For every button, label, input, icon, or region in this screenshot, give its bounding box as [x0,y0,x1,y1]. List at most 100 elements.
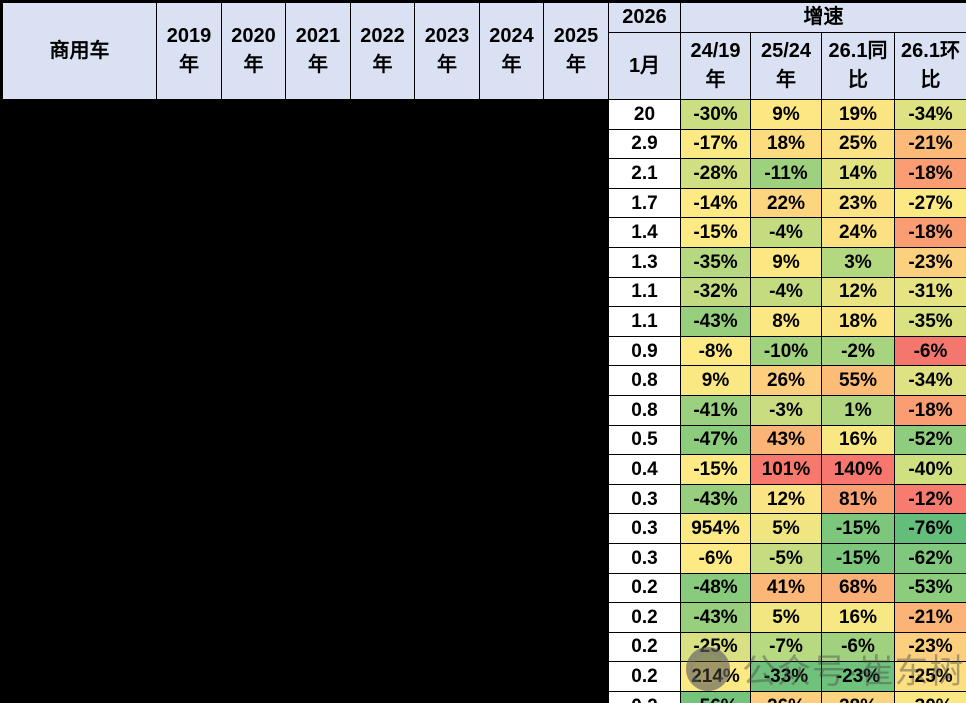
growth-value-cell: -6% [894,335,966,367]
growth-value-cell: -31% [894,276,966,308]
growth-value-cell: 18% [821,306,895,337]
growth-value-cell: -7% [750,631,822,663]
redacted-cells [1,690,609,703]
jan-value-cell: 0.3 [608,513,681,544]
table-row: 0.4 -15% 101% 140% -40% [1,454,966,485]
growth-value-cell: 9% [680,365,751,396]
growth-value-cell: 9% [750,246,822,278]
growth-value-cell: 1% [821,394,895,426]
redacted-cells [1,276,609,308]
year-header-2025: 2025年 [543,1,609,100]
growth-value-cell: -30% [680,99,751,130]
table-header: 商用车 2019年 2020年 2021年 2022年 2023年 2024年 … [1,1,966,100]
redacted-cells [1,483,609,515]
jan-value-cell: 0.3 [608,542,681,574]
jan-value-cell: 1.3 [608,246,681,278]
table-row: 0.5 -47% 43% 16% -52% [1,424,966,456]
growth-subheader-24-19: 24/19年 [680,32,751,100]
table-row: 20 -30% 9% 19% -34% [1,99,966,130]
table-body: 20 -30% 9% 19% -34% 2.9 -17% 18% 25% -21% 2.1 -28% -… [1,99,966,703]
growth-value-cell: 81% [821,483,895,515]
growth-value-cell: -43% [680,306,751,337]
jan-value-cell: 1.4 [608,217,681,248]
table-row: 1.3 -35% 9% 3% -23% [1,246,966,278]
jan-value-cell: 0.2 [608,572,681,604]
growth-value-cell: 16% [821,424,895,456]
growth-value-cell: 24% [821,217,895,248]
growth-value-cell: -12% [894,483,966,515]
growth-value-cell: -28% [680,158,751,189]
growth-value-cell: 9% [750,99,822,130]
growth-value-cell: 22% [750,187,822,219]
table-row: 1.1 -32% -4% 12% -31% [1,276,966,308]
table-row: 1.7 -14% 22% 23% -27% [1,187,966,219]
growth-value-cell: 43% [750,424,822,456]
growth-value-cell: -35% [894,306,966,337]
redacted-cells [1,217,609,248]
year-header-2022: 2022年 [350,1,415,100]
growth-value-cell: -43% [680,483,751,515]
growth-value-cell: -6% [680,542,751,574]
growth-value-cell: -15% [821,513,895,544]
growth-value-cell: 5% [750,602,822,633]
growth-header: 增速 [680,1,966,33]
growth-value-cell: -43% [680,602,751,633]
jan-value-cell: 0.4 [608,454,681,485]
jan-value-cell: 0.8 [608,365,681,396]
growth-value-cell: 16% [821,602,895,633]
growth-value-cell: -52% [894,424,966,456]
growth-value-cell: 8% [750,306,822,337]
year-header-2024: 2024年 [479,1,544,100]
growth-value-cell: -25% [894,661,966,692]
jan-value-cell: 1.1 [608,276,681,308]
growth-value-cell: -40% [894,454,966,485]
year-header-2021: 2021年 [285,1,351,100]
growth-subheader-25-24: 25/24年 [750,32,822,100]
year-header-2020: 2020年 [221,1,286,100]
jan-value-cell: 0.9 [608,335,681,367]
redacted-cells [1,394,609,426]
growth-value-cell: -21% [894,602,966,633]
growth-value-cell: -23% [821,661,895,692]
header-row-2: 1月 24/19年 25/24年 26.1同比 26.1环比 [2,32,966,100]
redacted-cells [1,306,609,337]
growth-value-cell: 214% [680,661,751,692]
growth-value-cell: -15% [821,542,895,574]
year-header-2019: 2019年 [156,1,222,100]
table-row: 0.3 -6% -5% -15% -62% [1,542,966,574]
growth-value-cell: 68% [821,572,895,604]
growth-value-cell: -4% [750,276,822,308]
growth-value-cell: -35% [680,246,751,278]
growth-value-cell: 55% [821,365,895,396]
jan-value-cell: 0.2 [608,661,681,692]
jan-value-cell: 2.1 [608,158,681,189]
jan-value-cell: 0.3 [608,483,681,515]
table-row: 0.2 -25% -7% -6% -23% [1,631,966,663]
growth-value-cell: 140% [821,454,895,485]
growth-value-cell: -23% [894,631,966,663]
table-row: 1.1 -43% 8% 18% -35% [1,306,966,337]
redacted-cells [1,542,609,574]
jan-value-cell: 1.7 [608,187,681,219]
redacted-cells [1,513,609,544]
redacted-cells [1,246,609,278]
growth-value-cell: -2% [821,335,895,367]
redacted-cells [1,631,609,663]
growth-value-cell: -17% [680,128,751,160]
growth-value-cell: 19% [821,99,895,130]
growth-value-cell: 5% [750,513,822,544]
table-row: 0.2 214% -33% -23% -25% [1,661,966,692]
growth-value-cell: -25% [680,631,751,663]
header-row-1: 商用车 2019年 2020年 2021年 2022年 2023年 2024年 … [1,1,966,100]
jan-value-cell: 20 [608,99,681,130]
growth-value-cell: -5% [750,542,822,574]
growth-value-cell: 3% [821,246,895,278]
growth-value-cell: -47% [680,424,751,456]
redacted-cells [1,187,609,219]
table-row: 0.3 954% 5% -15% -76% [1,513,966,544]
header-jan: 1月 [608,32,681,100]
year-header-2023: 2023年 [414,1,480,100]
redacted-cells [1,572,609,604]
